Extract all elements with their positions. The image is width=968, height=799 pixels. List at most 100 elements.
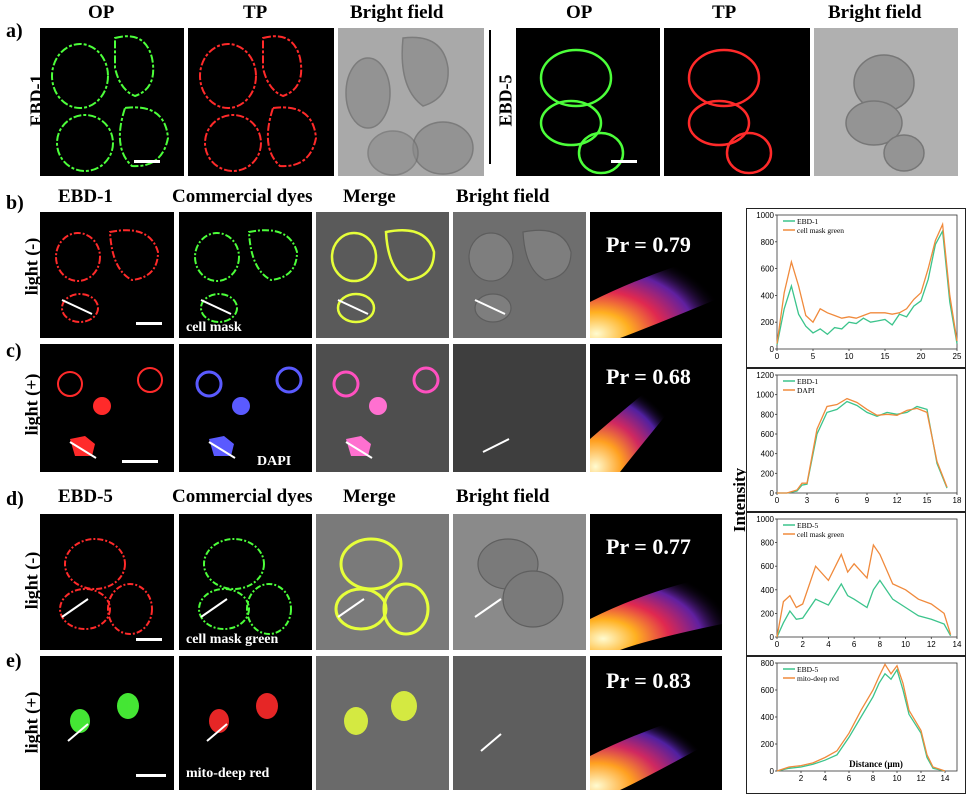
x-tick-label: 0 <box>775 496 780 505</box>
panel-a-left-header-bf: Bright field <box>350 2 444 23</box>
series-line-1 <box>777 397 948 494</box>
profile-chart-e: 0 200 400 600 800 2 4 6 8 10 12 14 Distance (μm) EBD-… <box>746 656 966 794</box>
y-tick-label: 200 <box>761 740 775 749</box>
panel-c-letter: c) <box>6 340 22 362</box>
legend-label-0: EBD-5 <box>797 665 818 674</box>
series-line-1 <box>776 543 952 638</box>
x-tick-label: 6 <box>852 640 857 649</box>
panel-a-row-label-ebd5: EBD-5 <box>495 74 516 127</box>
y-tick-label: 800 <box>761 238 775 247</box>
x-tick-label: 12 <box>927 640 936 649</box>
panel-d-merge-image <box>316 514 449 650</box>
panel-b-stain-label: cell mask <box>186 320 242 335</box>
y-tick-label: 800 <box>761 539 775 548</box>
panel-d-header-commercial: Commercial dyes <box>172 486 313 507</box>
y-tick-label: 600 <box>761 686 775 695</box>
panel-a-ebd1-brightfield-image <box>338 28 484 176</box>
x-tick-label: 0 <box>775 640 780 649</box>
x-tick-label: 18 <box>953 496 962 505</box>
panel-d-letter: d) <box>6 488 24 510</box>
y-tick-label: 800 <box>761 410 775 419</box>
x-tick-label: 15 <box>923 496 932 505</box>
panel-e-stain-label: mito-deep red <box>186 766 270 781</box>
panel-d-header-bf: Bright field <box>456 486 550 507</box>
x-tick-label: 4 <box>823 774 828 783</box>
panel-b-header-commercial: Commercial dyes <box>172 186 313 207</box>
legend-label-1: cell mask green <box>797 530 844 539</box>
x-tick-label: 8 <box>878 640 883 649</box>
series-line-1 <box>776 221 958 344</box>
y-tick-label: 600 <box>761 265 775 274</box>
panel-d-scatter-image <box>590 514 722 650</box>
x-tick-label: 0 <box>775 352 780 361</box>
panel-c-scatter-image <box>590 344 722 472</box>
panel-c-ebd1-image <box>40 344 174 472</box>
x-tick-label: 9 <box>865 496 870 505</box>
x-tick-label: 15 <box>881 352 890 361</box>
panel-e-scatter-image <box>590 656 722 790</box>
x-tick-label: 2 <box>799 774 804 783</box>
y-tick-label: 600 <box>761 562 775 571</box>
x-tick-label: 14 <box>953 640 962 649</box>
series-line-0 <box>776 579 952 638</box>
y-tick-label: 200 <box>761 469 775 478</box>
legend-label-1: DAPI <box>797 386 815 395</box>
profile-chart-b: 0 200 400 600 800 1000 0 5 10 15 20 25 EBD-1 cell mas… <box>746 208 966 368</box>
panel-a-right-header-tp: TP <box>712 2 737 23</box>
y-tick-label: 200 <box>761 609 775 618</box>
x-tick-label: 6 <box>847 774 852 783</box>
plot-frame <box>776 518 958 638</box>
panel-b-ebd1-image <box>40 212 174 338</box>
panel-d-header-merge: Merge <box>343 486 396 507</box>
x-tick-label: 10 <box>845 352 854 361</box>
panel-e-brightfield-image <box>453 656 586 790</box>
panel-b-header-ebd1: EBD-1 <box>58 186 113 207</box>
x-tick-label: 12 <box>917 774 926 783</box>
y-tick-label: 600 <box>761 430 775 439</box>
panel-a-left-header-op: OP <box>88 2 115 23</box>
panel-a-right-header-bf: Bright field <box>828 2 922 23</box>
y-tick-label: 1000 <box>756 515 774 524</box>
plot-frame <box>776 214 958 350</box>
panel-a-ebd5-brightfield-image <box>814 28 958 176</box>
panel-e-ebd5-image <box>40 656 174 790</box>
legend-label-0: EBD-1 <box>797 377 818 386</box>
legend-label-0: EBD-5 <box>797 521 818 530</box>
x-tick-label: 20 <box>917 352 926 361</box>
panel-a-left-header-tp: TP <box>243 2 268 23</box>
panel-b-scatter-image <box>590 212 722 338</box>
panel-e-letter: e) <box>6 650 22 672</box>
y-tick-label: 1000 <box>756 391 774 400</box>
panel-e-mito-image <box>179 656 312 790</box>
x-tick-label: 12 <box>893 496 902 505</box>
panel-e-merge-image <box>316 656 449 790</box>
y-tick-label: 400 <box>761 450 775 459</box>
y-tick-label: 400 <box>761 586 775 595</box>
y-tick-label: 0 <box>770 633 775 642</box>
panel-a-divider <box>489 30 491 164</box>
y-tick-label: 0 <box>770 345 775 354</box>
series-line-0 <box>776 228 958 346</box>
x-tick-label: 2 <box>800 640 805 649</box>
legend-label-0: EBD-1 <box>797 217 818 226</box>
panel-c-brightfield-image <box>453 344 586 472</box>
panel-b-brightfield-image <box>453 212 586 338</box>
panel-c-merge-image <box>316 344 449 472</box>
panel-a-ebd5-tp-image <box>664 28 810 176</box>
x-tick-label: 3 <box>805 496 810 505</box>
series-line-0 <box>777 400 948 494</box>
x-tick-label: 14 <box>941 774 950 783</box>
panel-d-stain-label: cell mask green <box>186 632 279 647</box>
panel-b-letter: b) <box>6 192 24 214</box>
panel-b-merge-image <box>316 212 449 338</box>
panel-b-cellmask-image <box>179 212 312 338</box>
panel-d-cellmask-image <box>179 514 312 650</box>
profile-chart-c: 0 200 400 600 800 1000 1200 0 3 6 9 12 15 18 EBD-1 DAPI <box>746 368 966 512</box>
panel-a-right-header-op: OP <box>566 2 593 23</box>
panel-a-letter: a) <box>6 20 23 42</box>
legend-label-1: cell mask green <box>797 226 844 235</box>
panel-b-header-bf: Bright field <box>456 186 550 207</box>
panel-c-stain-label: DAPI <box>257 454 292 469</box>
y-tick-label: 0 <box>770 767 775 776</box>
x-tick-label: 8 <box>871 774 876 783</box>
